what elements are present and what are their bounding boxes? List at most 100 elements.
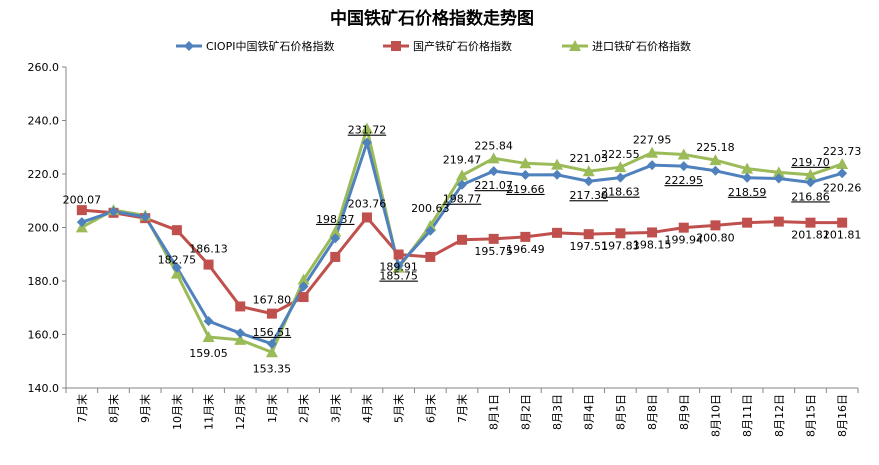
series-2-point	[804, 168, 817, 180]
series-2-point	[551, 158, 564, 170]
series-2-point	[772, 166, 785, 178]
data-label: 225.84	[474, 139, 513, 152]
series-0-point	[76, 217, 87, 228]
series-1-point	[457, 234, 467, 245]
series-1-point	[203, 259, 214, 270]
data-label: 167.80	[253, 294, 292, 307]
series-0-point	[773, 173, 784, 184]
data-label: 216.86	[791, 190, 830, 203]
data-label: 219.66	[506, 183, 545, 196]
series-1-point	[235, 301, 246, 312]
data-label: 231.72	[348, 124, 387, 137]
data-label: 159.05	[189, 347, 228, 360]
series-1-point	[837, 217, 848, 228]
series-0-point	[298, 281, 309, 292]
data-label: 182.75	[158, 254, 197, 267]
series-2-point	[709, 154, 722, 166]
x-tick-label: 8月1日	[488, 394, 501, 430]
x-tick-label: 1月末	[265, 394, 279, 423]
series-0-point	[457, 179, 467, 190]
series-0-point	[108, 206, 119, 217]
series-1-point	[425, 251, 436, 262]
series-0-point	[837, 168, 848, 179]
data-label: 153.35	[253, 362, 292, 375]
data-label: 203.76	[348, 197, 387, 210]
series-1-point	[488, 233, 499, 244]
series-2-point	[487, 152, 500, 164]
series-0-point	[805, 177, 816, 188]
series-1-point	[583, 229, 594, 240]
series-1-point	[393, 249, 404, 260]
x-tick-label: 8月4日	[583, 394, 596, 430]
y-tick-label: 220.0	[28, 168, 60, 181]
series-0-point	[583, 176, 594, 187]
y-tick-label: 240.0	[28, 115, 60, 128]
x-tick-label: 8月9日	[678, 394, 691, 430]
series-0-point	[710, 165, 721, 176]
series-2-point	[582, 165, 595, 177]
data-label: 198.77	[443, 193, 482, 206]
series-1-point	[330, 251, 341, 262]
data-label: 200.07	[63, 193, 102, 206]
data-label: 199.94	[665, 234, 704, 247]
x-tick-label: 8月5日	[614, 394, 627, 430]
series-1-point	[773, 216, 784, 227]
data-label: 197.51	[569, 240, 608, 253]
data-label: 195.75	[474, 245, 513, 258]
series-1-point	[171, 225, 182, 236]
data-label: 200.63	[411, 202, 450, 215]
x-tick-label: 8月8日	[646, 394, 659, 430]
series-0-point	[361, 137, 372, 148]
series-2-point	[614, 161, 627, 173]
series-1-point	[678, 222, 689, 233]
series-2-point	[360, 122, 373, 134]
series-0-point	[425, 225, 436, 236]
series-2-point	[741, 162, 754, 174]
x-tick-label: 2月末	[297, 394, 311, 423]
x-tick-label: 8月末	[107, 394, 121, 423]
legend-label: 国产铁矿石价格指数	[413, 39, 512, 53]
series-0-point	[330, 233, 341, 244]
series-1-point	[805, 217, 816, 228]
y-tick-label: 160.0	[28, 329, 60, 342]
series-1-point	[520, 231, 531, 242]
data-label: 221.03	[569, 152, 608, 165]
legend-marker	[569, 40, 581, 51]
data-label: 222.55	[601, 148, 640, 161]
data-label: 223.73	[823, 145, 862, 158]
series-2-point	[329, 225, 342, 237]
series-1-point	[615, 228, 626, 239]
x-tick-label: 8月10日	[709, 394, 722, 437]
data-label: 200.80	[696, 231, 735, 244]
series-0-point	[235, 328, 246, 339]
data-label: 189.91	[379, 260, 418, 273]
data-label: 220.26	[823, 181, 862, 194]
legend-marker	[391, 41, 401, 51]
series-2-point	[424, 219, 437, 231]
x-tick-label: 11月末	[202, 394, 216, 430]
data-label: 219.70	[791, 156, 830, 169]
data-label: 222.95	[665, 174, 704, 187]
legend-label: CIOPI中国铁矿石价格指数	[206, 39, 334, 53]
x-tick-label: 12月末	[233, 394, 247, 430]
series-0-point	[203, 316, 214, 327]
series-0-point	[552, 169, 563, 180]
series-1-point	[298, 292, 309, 303]
data-label: 185.75	[379, 270, 418, 283]
data-label: 217.30	[569, 189, 608, 202]
x-tick-label: 9月末	[138, 394, 152, 423]
x-tick-label: 8月15日	[804, 394, 817, 437]
x-tick-label: 4月末	[360, 394, 374, 423]
data-label: 218.59	[728, 186, 767, 199]
x-tick-label: 7月末	[455, 394, 469, 423]
data-label: 201.81	[791, 229, 830, 242]
series-2-point	[202, 331, 215, 343]
series-0-point	[742, 172, 753, 183]
series-0-point	[266, 338, 277, 349]
series-0-point	[171, 262, 182, 273]
data-label: 198.37	[316, 213, 355, 226]
data-label: 219.47	[443, 153, 482, 166]
x-tick-label: 7月末	[75, 394, 89, 423]
x-tick-label: 8月3日	[551, 394, 564, 430]
x-tick-label: 10月末	[170, 394, 184, 430]
